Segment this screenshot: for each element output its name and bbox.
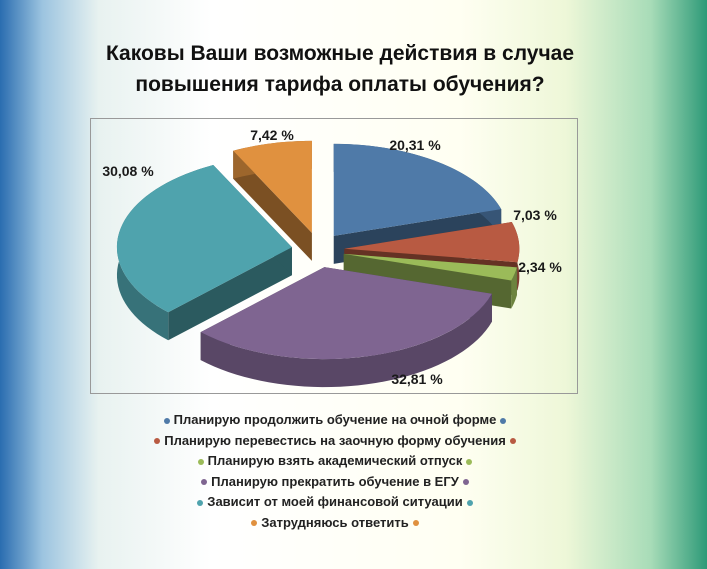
pie-slice [233,140,312,233]
legend-marker [466,458,473,465]
pie-slice [116,165,292,313]
data-label: 7,42 % [250,127,294,143]
data-label: 32,81 % [391,371,443,387]
legend-label: Планирую перевестись на заочную форму об… [164,432,506,448]
legend-marker [197,499,204,506]
slice-side-wall [168,247,292,341]
title-line-2: повышения тарифа оплаты обучения? [135,73,545,96]
legend-label: Зависит от моей финансовой ситуации [207,494,463,509]
title-line-1: Каковы Ваши возможные действия в случае [105,42,575,65]
legend-label: Планирую взять академический отпуск [207,453,463,468]
pie-slice [200,267,492,360]
pie-slice [344,221,520,263]
legend-label: Планирую прекратить обучение в ЕГУ [211,473,459,489]
legend-marker [462,479,469,486]
slice-outer-wall [200,293,492,388]
data-label: 7,03 % [513,207,557,223]
legend-marker [251,520,258,527]
legend-marker [197,458,204,465]
pie-slice [333,143,502,236]
data-label: 20,31 % [389,137,441,153]
data-label: 30,08 % [102,163,154,179]
legend-marker [509,438,516,445]
legend: Планирую продолжить обучение на очной фо… [100,410,570,533]
legend-item: Планирую прекратить обучение в ЕГУ [100,472,570,493]
legend-item: Планирую перевестись на заочную форму об… [100,431,570,452]
plot-area [90,118,578,394]
legend-item: Планирую продолжить обучение на очной фо… [100,410,570,431]
legend-item: Зависит от моей финансовой ситуации [100,492,570,513]
slice-outer-wall [511,267,517,309]
chart-title: Каковы Ваши возможные действия в случае … [60,38,620,100]
legend-marker [201,479,208,486]
slice-side-wall [233,150,312,261]
legend-marker [466,499,473,506]
legend-marker [163,417,170,424]
legend-item: Планирую взять академический отпуск [100,451,570,472]
legend-label: Затрудняюсь ответить [261,514,409,530]
legend-item: Затрудняюсь ответить [100,513,570,534]
legend-marker [412,520,419,527]
legend-label: Планирую продолжить обучение на очной фо… [173,412,497,427]
legend-marker [500,417,507,424]
data-label: 2,34 % [518,259,562,275]
pie-slice [343,253,517,281]
legend-marker [154,438,161,445]
